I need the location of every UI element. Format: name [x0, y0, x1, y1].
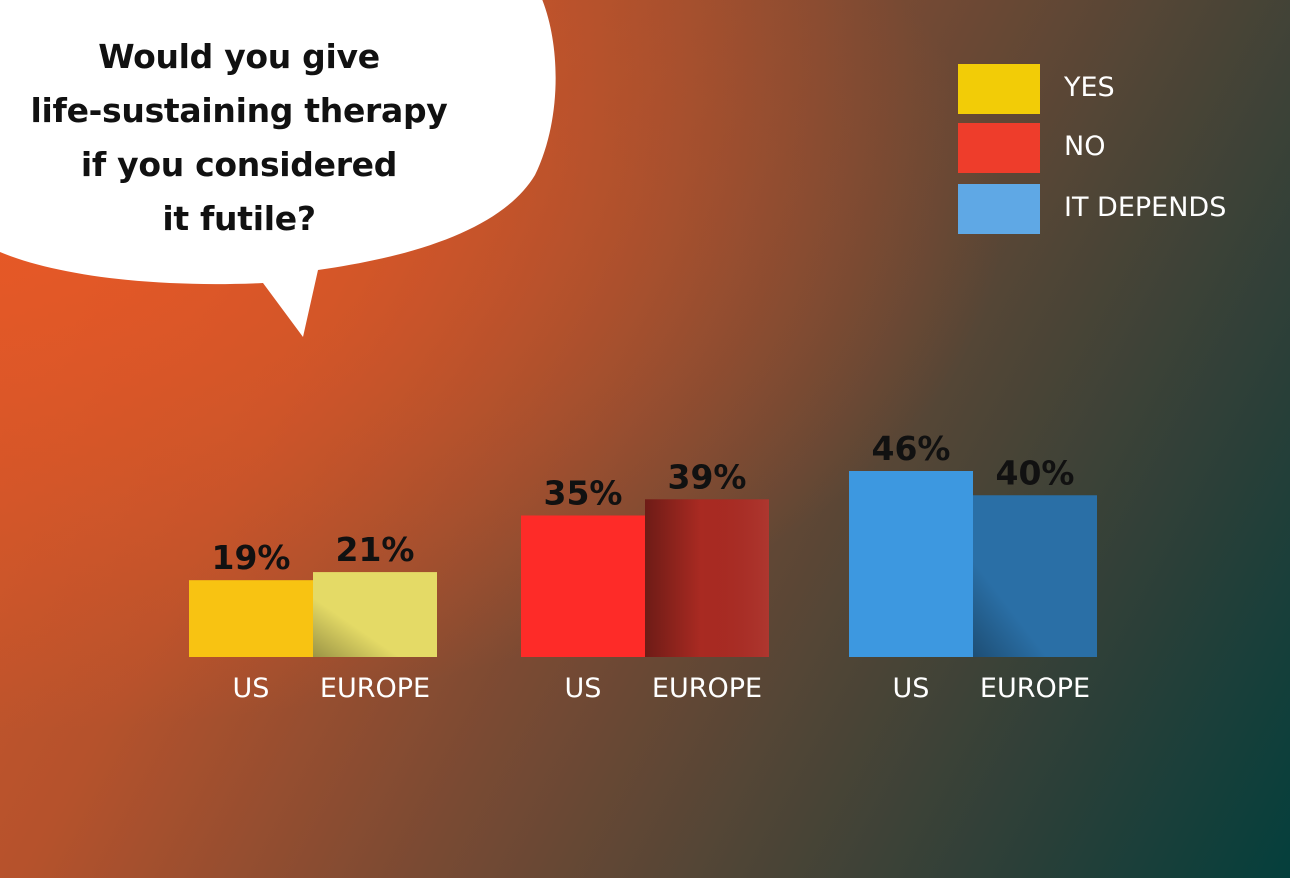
legend-label-it-depends: IT DEPENDS	[1064, 192, 1227, 223]
value-label-yes-europe: 21%	[336, 530, 415, 569]
value-label-it-depends-europe: 40%	[996, 453, 1075, 492]
bar-shade-no-europe	[645, 499, 769, 657]
bar-it-depends-us	[849, 471, 973, 657]
title-line-3: if you considered	[80, 145, 398, 184]
bar-shade-it-depends-europe	[973, 495, 1097, 657]
value-label-no-us: 35%	[544, 473, 623, 512]
legend-label-no: NO	[1064, 131, 1106, 162]
category-label-yes-europe: EUROPE	[320, 673, 430, 704]
category-label-no-europe: EUROPE	[652, 673, 762, 704]
legend-swatch-yes	[958, 64, 1040, 114]
legend-label-yes: YES	[1064, 72, 1115, 103]
category-label-it-depends-us: US	[893, 673, 930, 704]
value-label-yes-us: 19%	[212, 538, 291, 577]
legend-swatch-no	[958, 123, 1040, 173]
legend-item-it-depends: IT DEPENDS	[958, 184, 1278, 234]
legend-swatch-it-depends	[958, 184, 1040, 234]
legend-item-no: NO	[958, 123, 1278, 173]
bar-yes-us	[189, 580, 313, 657]
speech-bubble	[0, 0, 556, 337]
bar-shade-yes-europe	[313, 572, 437, 657]
category-label-no-us: US	[565, 673, 602, 704]
value-label-no-europe: 39%	[668, 457, 747, 496]
title-line-2: life-sustaining therapy	[30, 91, 448, 130]
speech-bubble-shape	[0, 0, 556, 337]
category-label-yes-us: US	[233, 673, 270, 704]
category-label-it-depends-europe: EUROPE	[980, 673, 1090, 704]
title-line-4: it futile?	[162, 199, 316, 238]
bar-no-us	[521, 515, 645, 657]
title-line-1: Would you give	[98, 37, 380, 76]
legend-item-yes: YES	[958, 64, 1278, 114]
value-label-it-depends-us: 46%	[872, 429, 951, 468]
chart-title: Would you give life-sustaining therapy i…	[0, 30, 478, 246]
